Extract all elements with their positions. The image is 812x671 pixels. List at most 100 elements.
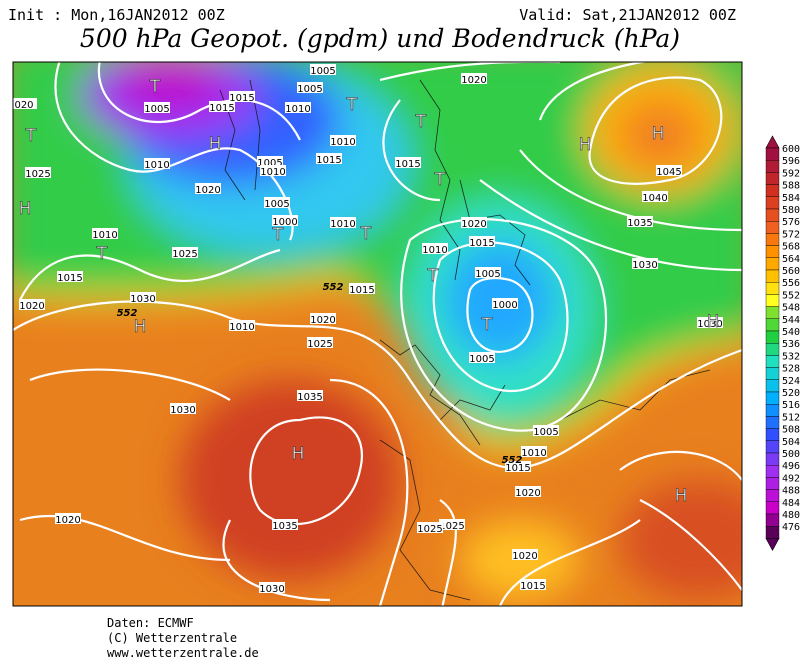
colorbar-label: 536 — [782, 339, 800, 350]
isobar-label: 1000 — [272, 217, 297, 228]
isobar-label: 1030 — [259, 584, 284, 595]
colorbar-swatch — [765, 440, 780, 454]
isobar-label: 1015 — [505, 463, 530, 474]
colorbar-swatch — [765, 355, 780, 368]
colorbar-swatch — [765, 172, 780, 185]
isobar-label: 1015 — [349, 285, 374, 296]
isobar-label: 1030 — [632, 260, 657, 271]
isobar-label: 1015 — [469, 238, 494, 249]
label-bg — [297, 390, 323, 401]
colorbar-swatch — [765, 159, 780, 173]
isobar-label: 1035 — [272, 521, 297, 532]
isobar-label: 1005 — [144, 104, 169, 115]
label-bg — [533, 425, 559, 436]
isobar-label: 1010 — [92, 230, 117, 241]
contour-label: 552 — [323, 282, 344, 293]
isobar-label: 1020 — [461, 75, 486, 86]
colorbar-swatch — [765, 184, 780, 198]
pressure-center: T — [149, 77, 161, 97]
label-bg — [57, 271, 83, 282]
label-bg — [144, 102, 170, 113]
label-bg — [469, 236, 495, 247]
map-title: 500 hPa Geopot. (gpdm) und Bodendruck (h… — [79, 24, 681, 53]
colorbar-swatch — [765, 526, 780, 539]
isobar-label: 1005 — [469, 354, 494, 365]
pressure-center: T — [25, 126, 37, 146]
isobar-label: 1020 — [461, 219, 486, 230]
colorbar-label: 596 — [782, 156, 800, 167]
label-bg — [264, 197, 290, 208]
colorbar-swatch — [765, 220, 780, 234]
colorbar-label: 480 — [782, 510, 800, 521]
isobar-label: 1015 — [229, 93, 254, 104]
pressure-center: H — [675, 486, 688, 506]
colorbar-swatch — [765, 379, 780, 393]
label-bg — [697, 317, 723, 328]
pressure-center: T — [272, 225, 284, 245]
isobar-label: 1010 — [330, 219, 355, 230]
colorbar-label: 504 — [782, 437, 800, 448]
colorbar-swatch — [765, 489, 780, 503]
label-bg — [632, 258, 658, 269]
label-bg — [461, 73, 487, 84]
colorbar-label: 488 — [782, 486, 800, 497]
colorbar-label: 512 — [782, 412, 800, 423]
label-bg — [285, 102, 311, 113]
colorbar-swatch — [765, 391, 780, 405]
label-bg — [257, 156, 283, 167]
label-bg — [172, 247, 198, 258]
init-time: Init : Mon,16JAN2012 00Z — [8, 6, 225, 24]
pressure-center: T — [96, 244, 108, 264]
label-bg — [55, 513, 81, 524]
colorbar-swatch — [765, 416, 780, 429]
colorbar-swatch — [765, 367, 780, 381]
isobar-label: 1010 — [285, 104, 310, 115]
colorbar-swatch — [765, 404, 780, 417]
label-bg — [260, 165, 286, 176]
label-bg — [25, 167, 51, 178]
isobar-label: 1005 — [257, 158, 282, 169]
isobar-label: 1005 — [310, 66, 335, 77]
pressure-center: T — [427, 266, 439, 286]
colorbar-swatch — [765, 452, 780, 466]
label-bg — [307, 337, 333, 348]
colorbar-label: 544 — [782, 315, 800, 326]
label-bg — [92, 228, 118, 239]
colorbar-swatch — [765, 208, 780, 222]
isobar-label: 1010 — [521, 448, 546, 459]
colorbar-label: 500 — [782, 449, 800, 460]
colorbar-swatch — [765, 318, 780, 332]
label-bg — [492, 298, 518, 309]
colorbar-label: 516 — [782, 400, 800, 411]
pressure-center: H — [292, 444, 305, 464]
colorbar-swatch — [765, 465, 780, 478]
isobar-label: 1030 — [130, 294, 155, 305]
label-bg — [195, 183, 221, 194]
pressure-center: H — [707, 312, 720, 332]
label-bg — [144, 158, 170, 169]
pressure-center: T — [415, 112, 427, 132]
colorbar-swatch — [765, 196, 780, 210]
isobar-label: 1045 — [656, 167, 681, 178]
label-bg — [469, 352, 495, 363]
colorbar-label: 476 — [782, 522, 800, 533]
colorbar-label: 600 — [782, 144, 800, 155]
colorbar-label: 496 — [782, 461, 800, 472]
label-bg — [520, 579, 546, 590]
isobar-label: 1015 — [316, 155, 341, 166]
isobar-label: 1025 — [417, 524, 442, 535]
label-bg — [330, 135, 356, 146]
pressure-center: T — [481, 315, 493, 335]
colorbar-label: 592 — [782, 168, 800, 179]
label-bg — [461, 217, 487, 228]
source-text: Daten: ECMWF — [107, 616, 194, 630]
isobar-label: 1025 — [25, 169, 50, 180]
label-bg — [642, 191, 668, 202]
colorbar-label: 552 — [782, 290, 800, 301]
isobar-label: 1010 — [330, 137, 355, 148]
label-bg — [395, 157, 421, 168]
label-bg — [310, 64, 336, 75]
label-bg — [259, 582, 285, 593]
